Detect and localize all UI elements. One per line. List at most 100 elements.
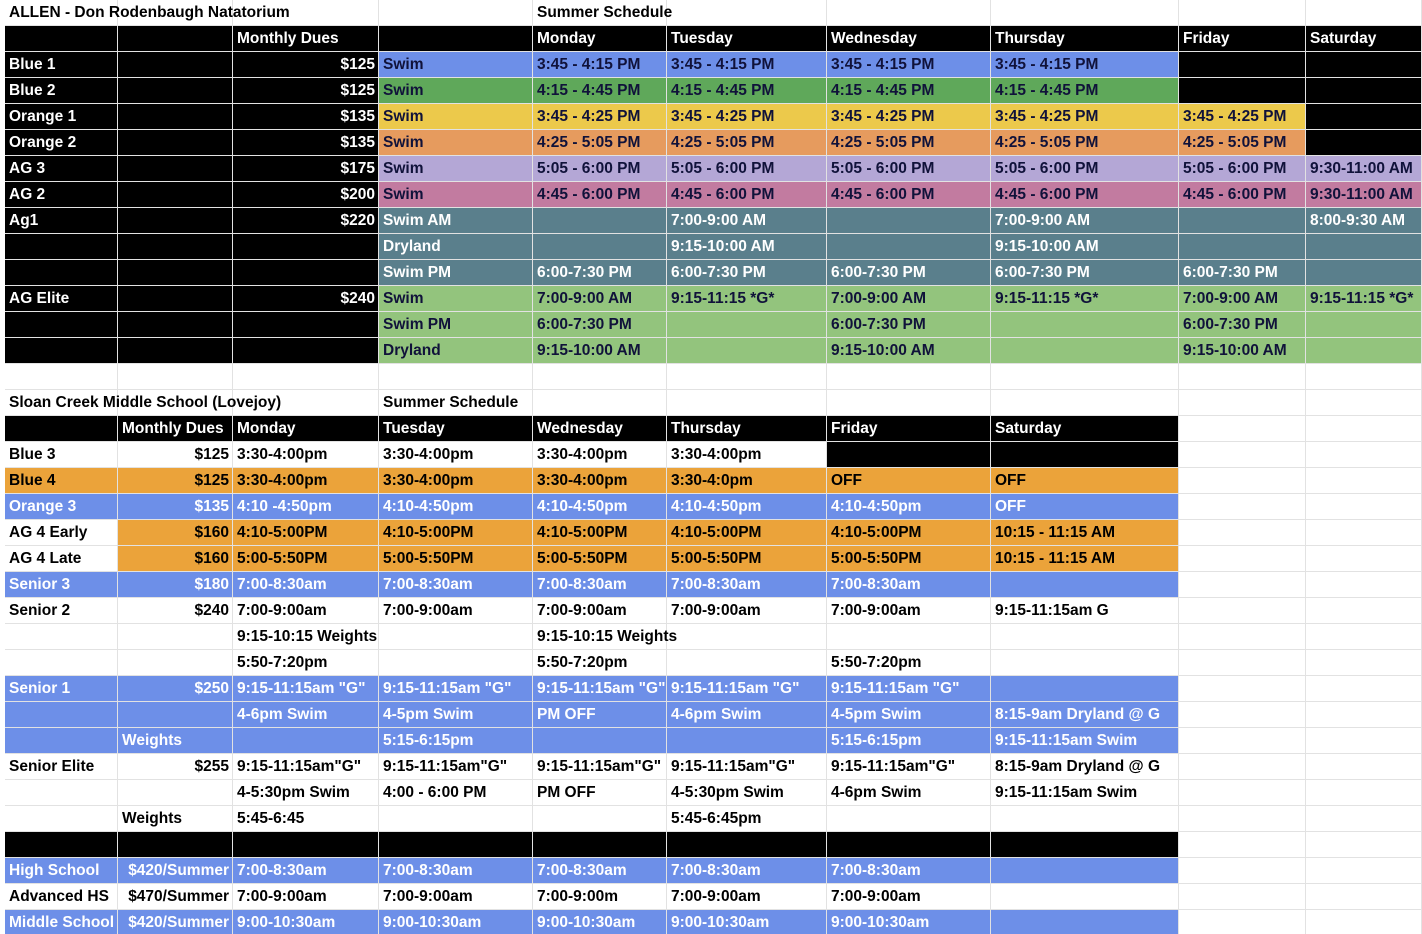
cell (991, 754, 1179, 780)
cell (5, 0, 118, 26)
header-cell: Wednesday (537, 420, 623, 437)
data-cell: PM OFF (537, 706, 596, 723)
cell (533, 494, 667, 520)
cell (667, 468, 827, 494)
cell (827, 156, 991, 182)
cell (991, 780, 1179, 806)
cell (1179, 442, 1306, 468)
data-cell: 4-5pm Swim (831, 706, 922, 723)
data-cell: Blue 2 (9, 82, 56, 99)
section-title: Summer Schedule (537, 4, 673, 21)
data-cell: 7:00-9:00am (831, 888, 921, 905)
data-cell: 7:00-9:00am (237, 888, 327, 905)
cell (1179, 676, 1306, 702)
data-cell: 5:00-5:50PM (537, 550, 628, 567)
data-cell: $135 (340, 108, 375, 125)
header-cell: Saturday (1310, 30, 1377, 47)
cell (827, 546, 991, 572)
data-cell: 5:50-7:20pm (831, 654, 922, 671)
cell (1179, 234, 1306, 260)
data-cell: 9:15-11:15am"G" (237, 758, 362, 775)
data-cell: $250 (194, 680, 229, 697)
cell (667, 182, 827, 208)
data-cell: 7:00-8:30am (831, 576, 921, 593)
cell (827, 182, 991, 208)
cell (827, 104, 991, 130)
cell (991, 182, 1179, 208)
data-cell: 9:15-10:15 Weights (237, 628, 378, 645)
cell (118, 156, 233, 182)
cell (5, 52, 118, 78)
cell (991, 208, 1179, 234)
cell (991, 104, 1179, 130)
data-cell: AG 2 (9, 186, 46, 203)
cell (667, 416, 827, 442)
cell (379, 0, 533, 26)
data-cell: 4:45 - 6:00 PM (995, 186, 1099, 203)
cell (233, 104, 379, 130)
cell (667, 572, 827, 598)
data-cell: 10:15 - 11:15 AM (995, 550, 1116, 567)
cell (379, 702, 533, 728)
cell (1306, 364, 1422, 390)
cell (533, 78, 667, 104)
cell (1179, 0, 1306, 26)
cell (118, 884, 233, 910)
header-cell: Thursday (671, 420, 741, 437)
cell (379, 312, 533, 338)
data-cell: 5:50-7:20pm (537, 654, 628, 671)
data-cell: Swim (383, 56, 424, 73)
cell (379, 676, 533, 702)
data-cell: 4:10 -4:50pm (237, 498, 332, 515)
cell (1179, 806, 1306, 832)
cell (667, 234, 827, 260)
cell (667, 156, 827, 182)
data-cell: 3:30-4:00pm (383, 446, 474, 463)
data-cell: $200 (340, 186, 375, 203)
cell (1179, 416, 1306, 442)
cell (1306, 260, 1422, 286)
data-cell: 3:45 - 4:15 PM (671, 56, 775, 73)
cell (827, 468, 991, 494)
cell (827, 0, 991, 26)
data-cell: Swim (383, 186, 424, 203)
cell (118, 650, 233, 676)
cell (118, 442, 233, 468)
data-cell: 4:10-4:50pm (383, 498, 474, 515)
cell (1179, 312, 1306, 338)
cell (667, 910, 827, 934)
cell (233, 260, 379, 286)
cell (827, 910, 991, 934)
cell (533, 858, 667, 884)
cell (379, 624, 533, 650)
data-cell: 4-6pm Swim (831, 784, 922, 801)
data-cell: 7:00-9:00am (383, 602, 473, 619)
cell (1306, 130, 1422, 156)
cell (667, 520, 827, 546)
cell (379, 780, 533, 806)
data-cell: AG 4 Early (9, 524, 88, 541)
cell (991, 884, 1179, 910)
cell (233, 312, 379, 338)
cell (233, 910, 379, 934)
cell (1179, 52, 1306, 78)
data-cell: $180 (194, 576, 229, 593)
cell (991, 390, 1179, 416)
cell (1179, 338, 1306, 364)
data-cell: 3:30-4:00pm (383, 472, 474, 489)
cell (5, 130, 118, 156)
cell (118, 130, 233, 156)
data-cell: 6:00-7:30 PM (671, 264, 766, 281)
cell (667, 806, 827, 832)
cell (1179, 546, 1306, 572)
cell (1179, 130, 1306, 156)
data-cell: 3:45 - 4:25 PM (831, 108, 935, 125)
cell (379, 806, 533, 832)
cell (533, 832, 667, 858)
cell (379, 598, 533, 624)
cell (827, 520, 991, 546)
data-cell: 9:15-11:15am Swim (995, 784, 1138, 801)
cell (667, 442, 827, 468)
cell (533, 130, 667, 156)
cell (1306, 52, 1422, 78)
